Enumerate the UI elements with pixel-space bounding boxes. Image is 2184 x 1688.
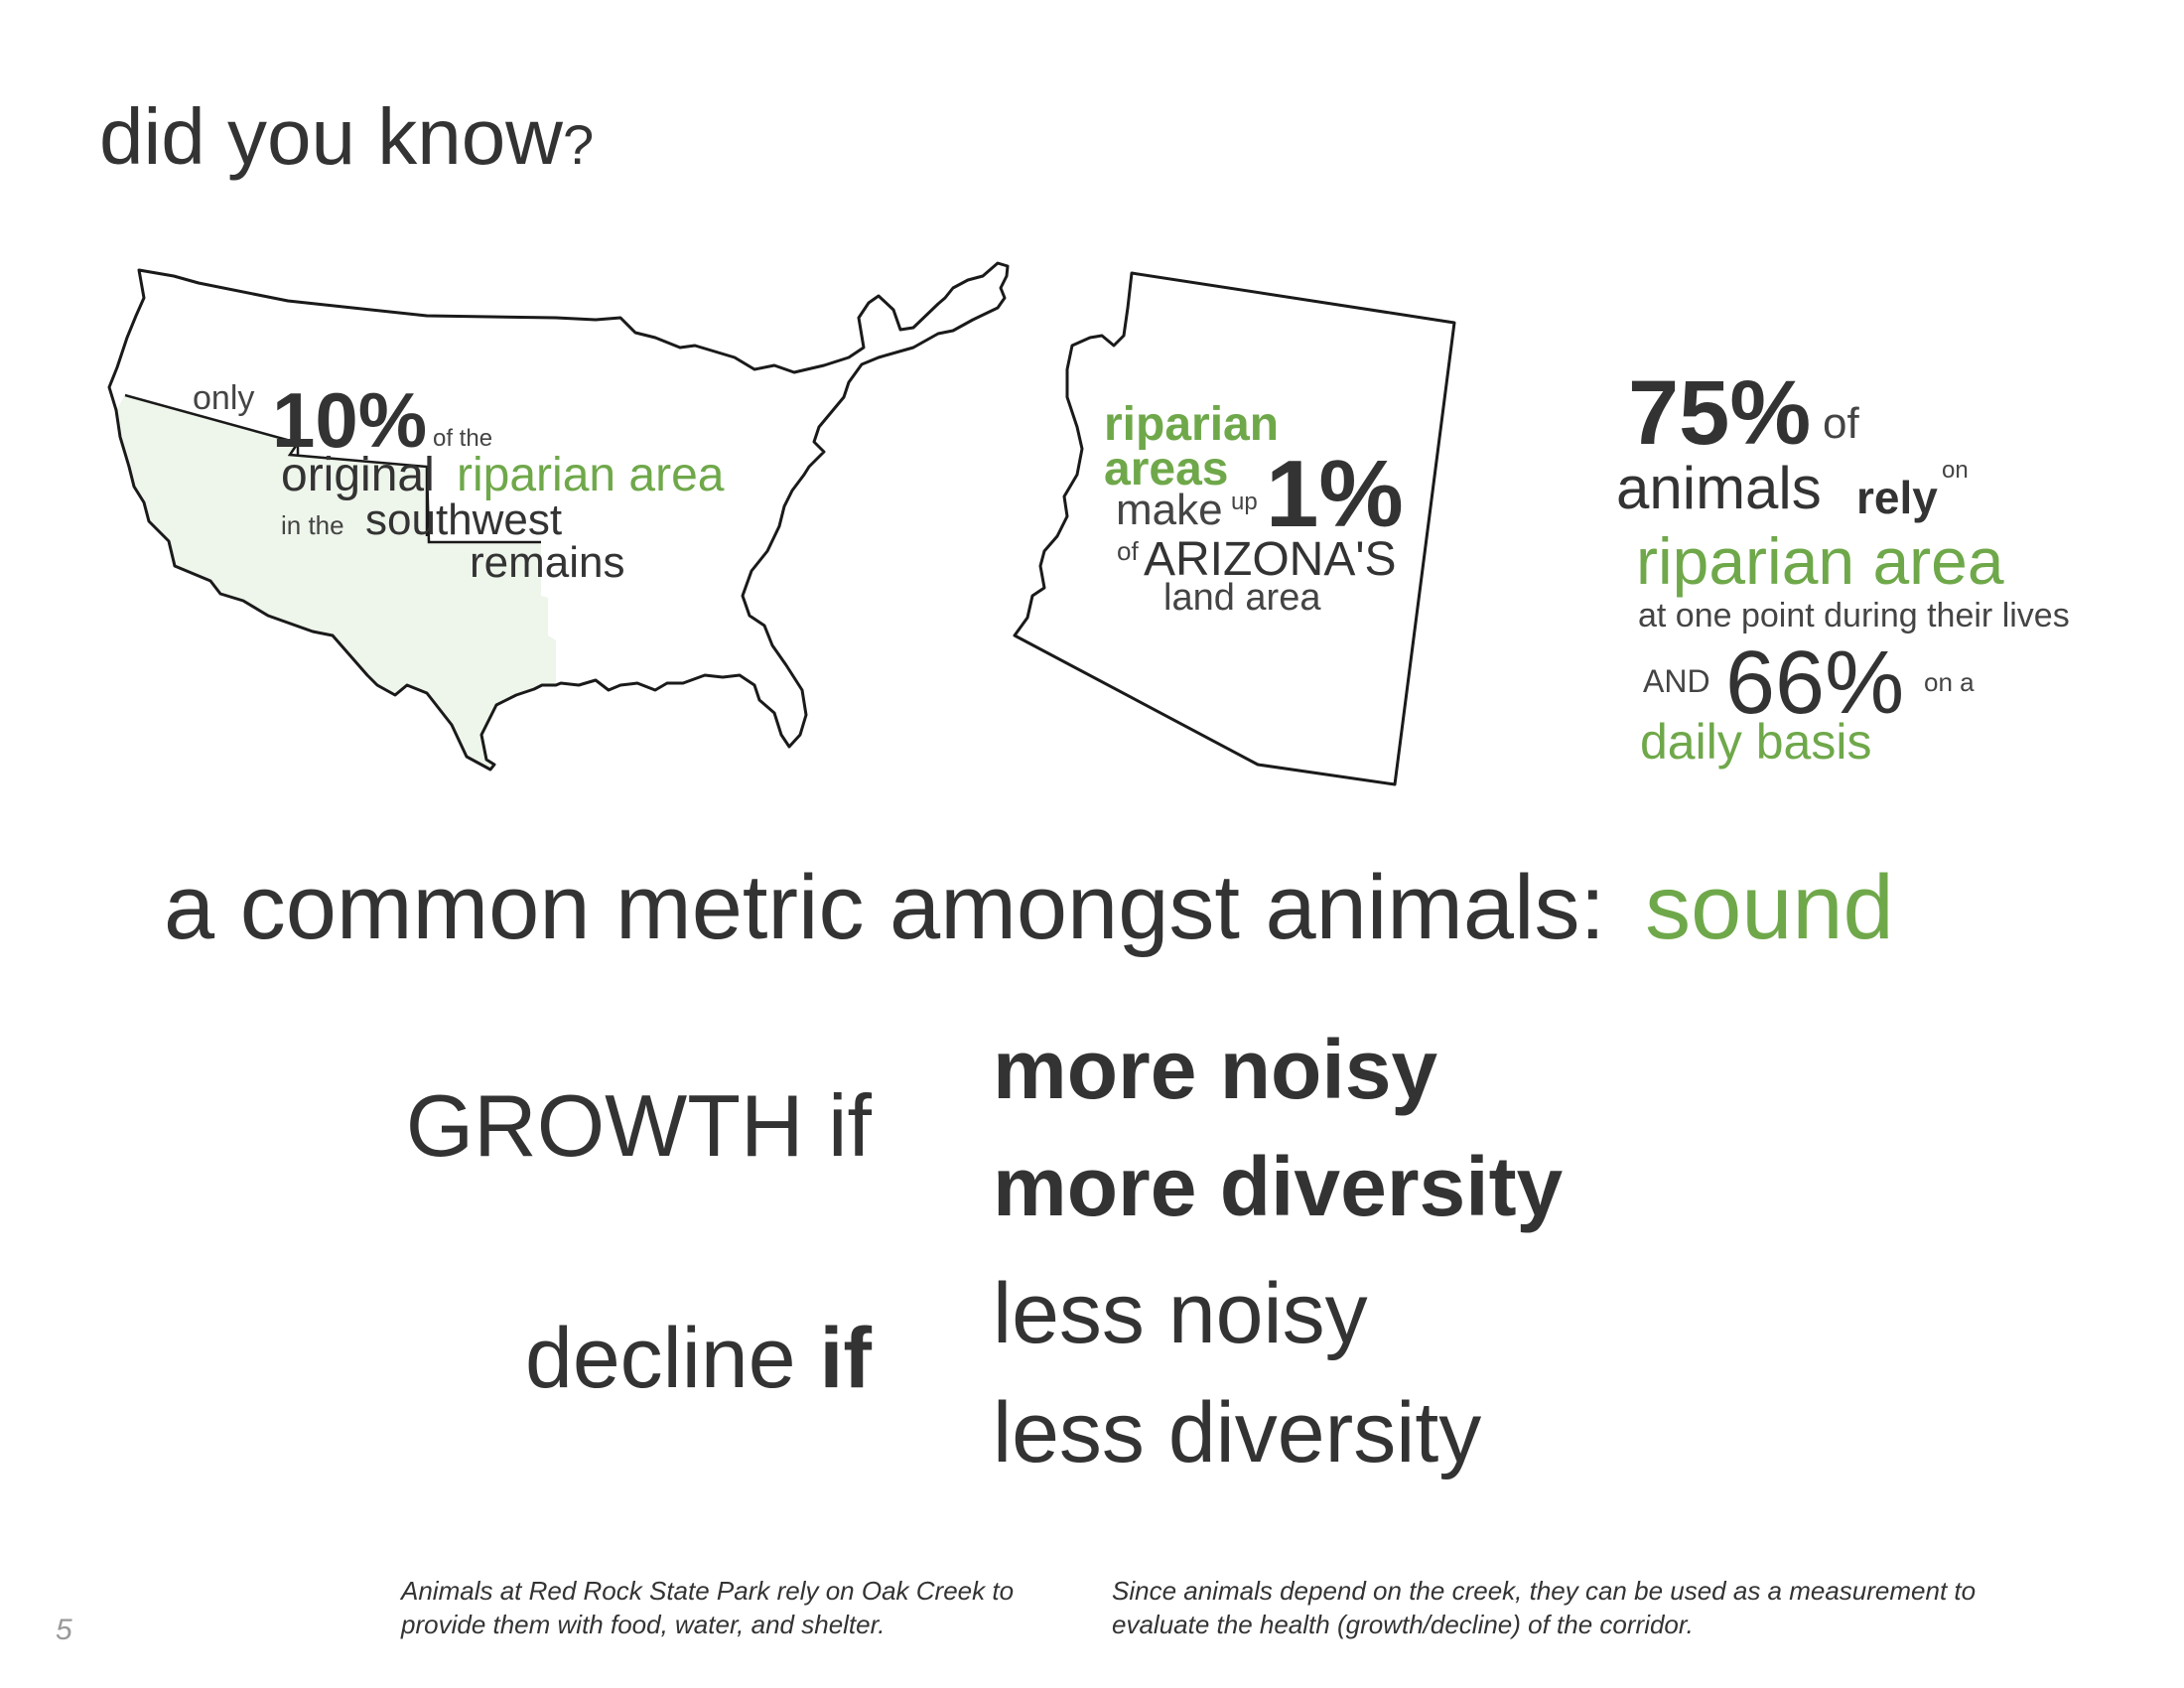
az-state-name: ARIZONA'S: [1144, 533, 1397, 586]
us-map-boundaries: [124, 393, 541, 544]
stat-75-percent: 75%: [1628, 362, 1812, 464]
page-number: 5: [56, 1614, 72, 1646]
stat-on-a-label: on a: [1924, 667, 1975, 697]
us-southwest-label: southwest: [365, 495, 563, 544]
title-question-mark: ?: [562, 113, 595, 176]
az-percent-value: 1%: [1266, 441, 1404, 547]
az-of-label: of: [1117, 536, 1139, 566]
caption-right: Since animals depend on the creek, they …: [1112, 1576, 1977, 1640]
growth-label: GROWTH if: [405, 1076, 872, 1175]
metric-prefix: a common metric amongst animals:: [164, 857, 1606, 958]
stat-one-point-label: at one point during their lives: [1638, 597, 2070, 634]
az-riparian-label: riparian: [1104, 398, 1280, 451]
stat-animals-label: animals: [1616, 455, 1822, 521]
stat-on-label: on: [1942, 457, 1969, 484]
less-noisy-label: less noisy: [993, 1266, 1368, 1361]
page-title: did you know?: [99, 97, 594, 177]
az-areas-label: areas: [1104, 443, 1229, 495]
decline-label: decline if: [525, 1316, 872, 1401]
us-only-label: only: [193, 379, 255, 417]
stat-66-percent: 66%: [1725, 633, 1905, 733]
more-noisy-label: more noisy: [993, 1023, 1438, 1116]
stat-of-label: of: [1823, 399, 1859, 448]
stat-and-label: AND: [1643, 663, 1710, 699]
caption-left: Animals at Red Rock State Park rely on O…: [401, 1576, 1015, 1640]
us-riparian-area-label: riparian area: [457, 449, 725, 501]
metric-highlight: sound: [1645, 857, 1894, 958]
us-map-outline: [107, 261, 1010, 772]
less-diversity-label: less diversity: [993, 1385, 1482, 1480]
az-make-label: make: [1116, 486, 1223, 534]
metric-headline: a common metric amongst animals: sound: [164, 862, 1894, 953]
az-up-label: up: [1231, 489, 1258, 515]
decline-word: decline: [525, 1311, 796, 1406]
arizona-map-outline: [1013, 271, 1456, 786]
us-percent-value: 10%: [272, 376, 428, 464]
stat-rely-label: rely: [1856, 472, 1938, 523]
decline-if: if: [819, 1311, 872, 1406]
more-diversity-label: more diversity: [993, 1140, 1564, 1233]
us-original-label: original: [281, 449, 435, 501]
az-land-area-label: land area: [1163, 577, 1321, 619]
title-text: did you know: [99, 92, 563, 181]
us-in-the-label: in the: [281, 510, 344, 540]
stat-riparian-area-label: riparian area: [1636, 524, 2004, 598]
southwest-region-map: [116, 395, 556, 770]
us-remains-label: remains: [470, 538, 625, 587]
stat-daily-basis-label: daily basis: [1640, 714, 1872, 770]
us-of-the-label: of the: [433, 425, 493, 452]
